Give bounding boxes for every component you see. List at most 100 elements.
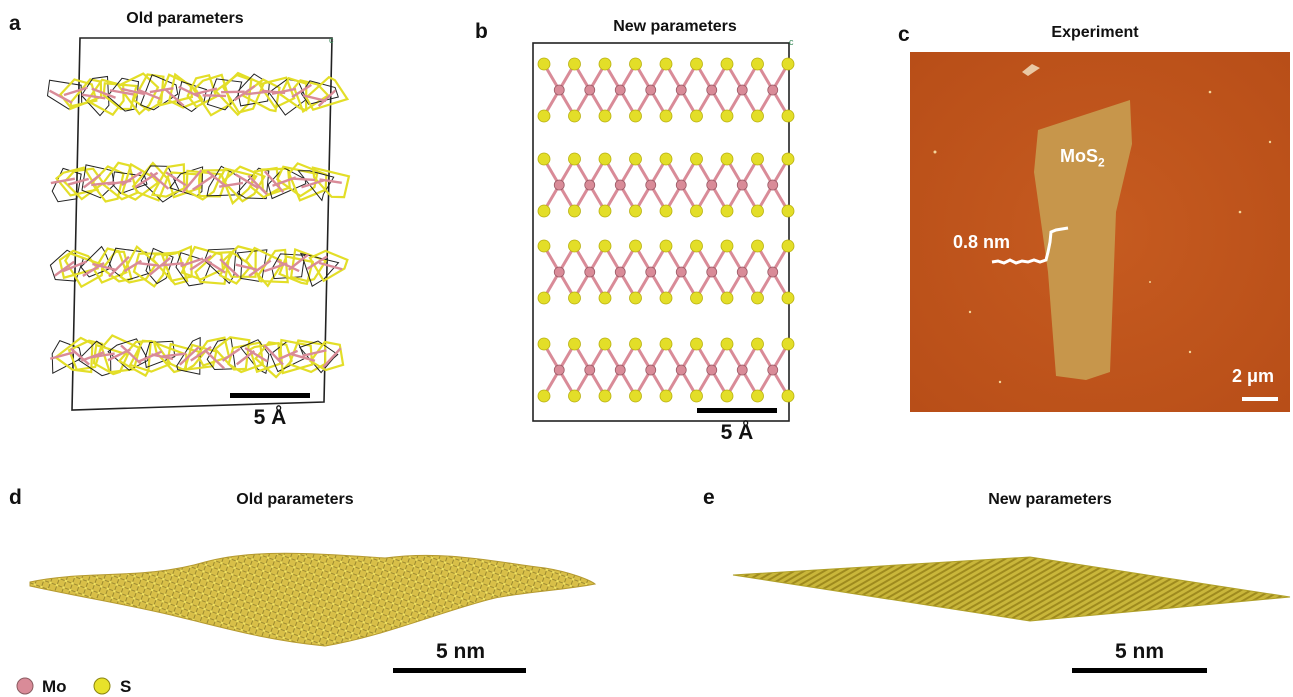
mo-atom — [767, 84, 779, 96]
panel-label-b: b — [475, 20, 488, 43]
s-atom — [751, 291, 764, 305]
unit-cell-b — [532, 42, 790, 422]
s-atom — [629, 109, 642, 123]
s-atom — [751, 239, 764, 253]
new-parameters-structure: c — [532, 37, 795, 422]
panel-title-a: Old parameters — [126, 10, 244, 27]
panel-label-a: a — [9, 12, 21, 35]
scale-label-c: 2 μm — [1232, 366, 1275, 386]
mos2-layer — [537, 57, 795, 123]
s-atom — [690, 239, 703, 253]
s-atom — [751, 109, 764, 123]
s-atom — [781, 152, 795, 166]
s-atom — [568, 109, 581, 123]
mo-atom — [767, 179, 779, 191]
s-atom — [751, 337, 764, 351]
panel-title-d: Old parameters — [236, 491, 354, 508]
s-atom — [690, 109, 703, 123]
cell-axis-c-b: c — [789, 37, 794, 47]
flake-label: MoS2 — [1060, 146, 1105, 170]
s-atom — [781, 337, 795, 351]
s-atom — [537, 337, 551, 351]
mo-atom — [614, 179, 626, 191]
s-atom — [537, 239, 551, 253]
s-atom — [720, 57, 734, 71]
s-atom — [659, 337, 673, 351]
s-atom — [659, 239, 673, 253]
s-atom — [720, 239, 734, 253]
s-atom — [568, 204, 581, 218]
s-atom — [781, 204, 795, 218]
mo-atom — [553, 84, 565, 96]
s-atom — [598, 204, 612, 218]
cell-axis-c-a: c — [329, 35, 334, 45]
mo-atom — [675, 84, 687, 96]
mo-atom — [553, 179, 565, 191]
s-atom — [629, 291, 642, 305]
flake-label-subscript: 2 — [1098, 155, 1105, 170]
debris-particle — [1022, 64, 1040, 76]
mo-atom — [706, 266, 718, 278]
s-atom — [751, 57, 764, 71]
mo-atom — [706, 84, 718, 96]
s-atom — [690, 337, 703, 351]
mo-atom — [645, 84, 657, 96]
height-profile-line — [991, 226, 1069, 265]
disordered-layer — [49, 334, 345, 379]
s-atom — [690, 389, 703, 403]
old-flake-surface — [29, 552, 597, 647]
s-atom — [598, 291, 612, 305]
mo-atom — [706, 179, 718, 191]
mo-atom — [675, 179, 687, 191]
unit-cell-a — [71, 37, 333, 411]
s-atom — [629, 204, 642, 218]
panel-label-c: c — [898, 23, 910, 46]
s-atom — [629, 337, 642, 351]
s-atom — [598, 389, 612, 403]
s-atom — [690, 204, 703, 218]
s-atom — [781, 239, 795, 253]
s-atom — [629, 239, 642, 253]
scale-bar-c — [1242, 397, 1278, 401]
mo-atom — [736, 266, 748, 278]
s-atom — [537, 204, 551, 218]
scale-label-d: 5 nm — [435, 640, 485, 663]
s-atom — [781, 109, 795, 123]
new-parameters-flake — [732, 556, 1291, 622]
s-atom — [568, 239, 581, 253]
s-atom — [781, 57, 795, 71]
s-atom — [629, 57, 642, 71]
mo-atom — [553, 266, 565, 278]
s-atom — [598, 109, 612, 123]
scale-label-b: 5 Å — [720, 421, 754, 444]
s-atom — [659, 109, 673, 123]
panel-title-b: New parameters — [613, 18, 737, 35]
s-atom — [598, 152, 612, 166]
s-atom — [751, 204, 764, 218]
mo-atom — [584, 84, 596, 96]
scale-bar-e — [1072, 668, 1207, 673]
mo-atom — [645, 266, 657, 278]
s-atom — [598, 57, 612, 71]
s-atom — [659, 291, 673, 305]
mo-atom — [706, 364, 718, 376]
mo-atom — [675, 266, 687, 278]
legend-mo — [15, 677, 35, 695]
s-atom — [629, 152, 642, 166]
mo-atom — [614, 84, 626, 96]
mo-atom — [767, 364, 779, 376]
mo-atom — [584, 179, 596, 191]
s-atom — [598, 337, 612, 351]
mo-atom — [614, 266, 626, 278]
mo-atom — [553, 364, 565, 376]
afm-overlay — [910, 52, 1290, 412]
s-atom — [598, 239, 612, 253]
height-label: 0.8 nm — [953, 232, 1011, 252]
scale-label-e: 5 nm — [1114, 640, 1164, 663]
s-atom — [568, 152, 581, 166]
mo-atom — [584, 266, 596, 278]
panel-label-d: d — [9, 486, 22, 509]
panel-title-c: Experiment — [1051, 24, 1139, 41]
panel-title-e: New parameters — [988, 491, 1112, 508]
old-parameters-flake — [29, 552, 597, 647]
